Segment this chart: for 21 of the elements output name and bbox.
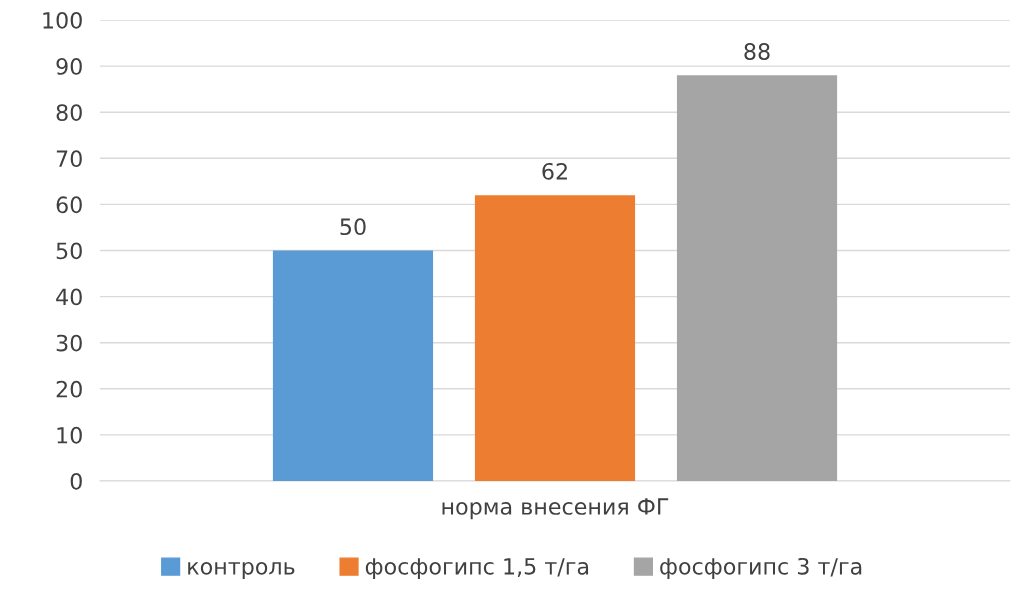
x-tick-label: норма внесения ФГ bbox=[442, 498, 669, 520]
y-tick-label: 60 bbox=[56, 196, 82, 214]
y-tick-label: 40 bbox=[56, 288, 82, 306]
y-tick-label: 100 bbox=[43, 11, 82, 29]
bar bbox=[272, 250, 434, 481]
y-tick-label: 30 bbox=[56, 334, 82, 352]
bar bbox=[676, 75, 838, 481]
y-tick-label: 80 bbox=[56, 104, 82, 121]
legend-label: контроль bbox=[188, 561, 295, 579]
y-tick-label: 50 bbox=[56, 242, 82, 260]
data-label: 50 bbox=[340, 218, 366, 236]
legend-label: фосфогипс 3 т/га bbox=[660, 557, 862, 579]
y-tick-label: 70 bbox=[56, 150, 82, 168]
data-label: 88 bbox=[744, 43, 770, 60]
bar bbox=[474, 195, 636, 481]
y-tick-label: 90 bbox=[56, 58, 82, 75]
y-tick-label: 0 bbox=[70, 472, 82, 490]
y-tick-label: 20 bbox=[56, 380, 82, 398]
legend-label: фосфогипс 1,5 т/га bbox=[365, 558, 589, 579]
y-tick-label: 10 bbox=[57, 426, 82, 444]
data-label: 62 bbox=[542, 162, 567, 180]
